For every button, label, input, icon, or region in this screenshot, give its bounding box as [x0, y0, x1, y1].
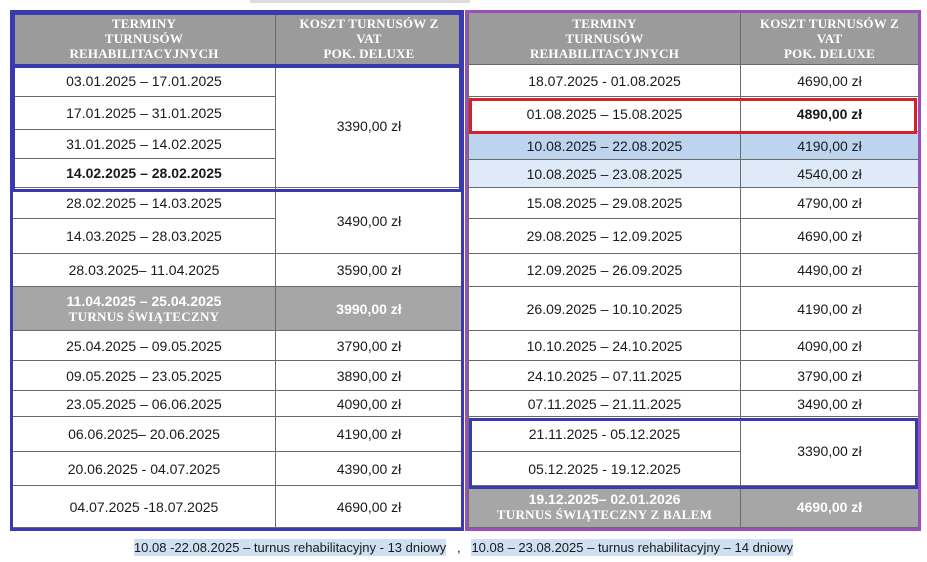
footnote-14-day: 10.08 – 23.08.2025 – turnus rehabilitacy…	[471, 539, 794, 556]
table-row: 10.08.2025 – 22.08.2025 4190,00 zł	[468, 131, 919, 160]
header-terms: TERMINY TURNUSÓW REHABILITACYJNYCH	[12, 12, 276, 65]
price-cell: 3890,00 zł	[275, 360, 463, 391]
table-row: 25.04.2025 – 09.05.2025 3790,00 zł	[12, 330, 463, 361]
table-row: 26.09.2025 – 10.10.2025 4190,00 zł	[468, 286, 919, 331]
price-cell: 3390,00 zł	[740, 416, 919, 486]
date-cell: 20.06.2025 - 04.07.2025	[12, 451, 276, 486]
price-cell: 3390,00 zł	[275, 64, 463, 188]
date-cell: 14.02.2025 – 28.02.2025	[12, 158, 276, 188]
table-row: 19.12.2025– 02.01.2026 TURNUS ŚWIĄTECZNY…	[468, 485, 919, 528]
date-cell: 19.12.2025– 02.01.2026 TURNUS ŚWIĄTECZNY…	[468, 485, 741, 528]
price-cell: 4190,00 zł	[740, 131, 919, 160]
date-cell: 03.01.2025 – 17.01.2025	[12, 64, 276, 97]
price-cell: 4890,00 zł	[740, 96, 919, 132]
price-cell: 3490,00 zł	[740, 390, 919, 417]
date-cell: 17.01.2025 – 31.01.2025	[12, 96, 276, 130]
right-price-table: TERMINY TURNUSÓW REHABILITACYJNYCH KOSZT T…	[468, 12, 919, 528]
table-row: 05.12.2025 - 19.12.2025	[468, 451, 919, 486]
price-cell: 4190,00 zł	[740, 286, 919, 331]
price-cell: 3490,00 zł	[275, 187, 463, 254]
date-cell: 07.11.2025 – 21.11.2025	[468, 390, 741, 417]
table-row: 21.11.2025 - 05.12.2025 3390,00 zł	[468, 416, 919, 486]
price-cell: 4690,00 zł	[275, 485, 463, 528]
date-cell: 11.04.2025 – 25.04.2025 TURNUS ŚWIĄTECZN…	[12, 286, 276, 331]
price-cell: 3590,00 zł	[275, 253, 463, 287]
table-row: 18.07.2025 - 01.08.2025 4690,00 zł	[468, 64, 919, 97]
table-row: 07.11.2025 – 21.11.2025 3490,00 zł	[468, 390, 919, 417]
price-cell: 4690,00 zł	[740, 485, 919, 528]
table-row: 09.05.2025 – 23.05.2025 3890,00 zł	[12, 360, 463, 391]
date-cell: 10.08.2025 – 23.08.2025	[468, 159, 741, 188]
date-cell: 05.12.2025 - 19.12.2025	[468, 451, 741, 486]
table-row: 12.09.2025 – 26.09.2025 4490,00 zł	[468, 253, 919, 287]
table-row: 28.03.2025– 11.04.2025 3590,00 zł	[12, 253, 463, 287]
date-cell: 14.03.2025 – 28.03.2025	[12, 218, 276, 254]
table-row: 14.03.2025 – 28.03.2025	[12, 218, 463, 254]
date-cell: 10.10.2025 – 24.10.2025	[468, 330, 741, 361]
table-row: 10.10.2025 – 24.10.2025 4090,00 zł	[468, 330, 919, 361]
table-row: 28.02.2025 – 14.03.2025 3490,00 zł	[12, 187, 463, 254]
date-cell: 12.09.2025 – 26.09.2025	[468, 253, 741, 287]
table-row: 31.01.2025 – 14.02.2025	[12, 129, 463, 159]
footnote-separator: ,	[456, 540, 461, 555]
price-cell: 4190,00 zł	[275, 416, 463, 452]
date-cell: 18.07.2025 - 01.08.2025	[468, 64, 741, 97]
header-terms: TERMINY TURNUSÓW REHABILITACYJNYCH	[468, 12, 741, 65]
footnote-13-day: 10.08 -22.08.2025 – turnus rehabilitacyj…	[133, 539, 447, 556]
date-cell: 09.05.2025 – 23.05.2025	[12, 360, 276, 391]
price-cell: 4490,00 zł	[740, 253, 919, 287]
footnote: 10.08 -22.08.2025 – turnus rehabilitacyj…	[0, 539, 927, 556]
table-row: 23.05.2025 – 06.06.2025 4090,00 zł	[12, 390, 463, 417]
header-cost: KOSZT TURNUSÓW Z VAT POK. DELUXE	[275, 12, 463, 65]
date-cell: 24.10.2025 – 07.11.2025	[468, 360, 741, 391]
top-edge-strip	[250, 0, 470, 3]
price-cell: 4540,00 zł	[740, 159, 919, 188]
date-cell: 21.11.2025 - 05.12.2025	[468, 416, 741, 452]
date-cell: 04.07.2025 -18.07.2025	[12, 485, 276, 528]
date-cell: 28.03.2025– 11.04.2025	[12, 253, 276, 287]
price-cell: 4690,00 zł	[740, 218, 919, 254]
price-cell: 4390,00 zł	[275, 451, 463, 486]
date-cell: 31.01.2025 – 14.02.2025	[12, 129, 276, 159]
price-cell: 4090,00 zł	[740, 330, 919, 361]
date-cell: 10.08.2025 – 22.08.2025	[468, 131, 741, 160]
price-cell: 4790,00 zł	[740, 187, 919, 219]
table-row: 29.08.2025 – 12.09.2025 4690,00 zł	[468, 218, 919, 254]
holiday-label: TURNUS ŚWIĄTECZNY	[68, 308, 220, 324]
holiday-label: TURNUS ŚWIĄTECZNY Z BALEM	[496, 506, 713, 522]
table-row: 11.04.2025 – 25.04.2025 TURNUS ŚWIĄTECZN…	[12, 286, 463, 331]
price-cell: 4690,00 zł	[740, 64, 919, 97]
table-row: 03.01.2025 – 17.01.2025 3390,00 zł	[12, 64, 463, 188]
table-row: 17.01.2025 – 31.01.2025	[12, 96, 463, 130]
price-cell: 3790,00 zł	[740, 360, 919, 391]
date-cell: 23.05.2025 – 06.06.2025	[12, 390, 276, 417]
table-row: 15.08.2025 – 29.08.2025 4790,00 zł	[468, 187, 919, 219]
table-header-row: TERMINY TURNUSÓW REHABILITACYJNYCH KOSZT T…	[468, 12, 919, 65]
price-cell: 4090,00 zł	[275, 390, 463, 417]
price-cell: 3990,00 zł	[275, 286, 463, 331]
date-cell: 15.08.2025 – 29.08.2025	[468, 187, 741, 219]
date-cell: 25.04.2025 – 09.05.2025	[12, 330, 276, 361]
table-header-row: TERMINY TURNUSÓW REHABILITACYJNYCH KOSZT T…	[12, 12, 463, 65]
table-row: 20.06.2025 - 04.07.2025 4390,00 zł	[12, 451, 463, 486]
date-cell: 06.06.2025– 20.06.2025	[12, 416, 276, 452]
table-row: 24.10.2025 – 07.11.2025 3790,00 zł	[468, 360, 919, 391]
date-cell: 01.08.2025 – 15.08.2025	[468, 96, 741, 132]
table-row: 04.07.2025 -18.07.2025 4690,00 zł	[12, 485, 463, 528]
date-cell: 29.08.2025 – 12.09.2025	[468, 218, 741, 254]
left-price-table: TERMINY TURNUSÓW REHABILITACYJNYCH KOSZT T…	[12, 12, 463, 528]
table-row: 10.08.2025 – 23.08.2025 4540,00 zł	[468, 159, 919, 188]
header-cost: KOSZT TURNUSÓW Z VAT POK. DELUXE	[740, 12, 919, 65]
date-cell: 28.02.2025 – 14.03.2025	[12, 187, 276, 219]
table-row: 01.08.2025 – 15.08.2025 4890,00 zł	[468, 96, 919, 132]
date-cell: 26.09.2025 – 10.10.2025	[468, 286, 741, 331]
table-row: 06.06.2025– 20.06.2025 4190,00 zł	[12, 416, 463, 452]
price-cell: 3790,00 zł	[275, 330, 463, 361]
